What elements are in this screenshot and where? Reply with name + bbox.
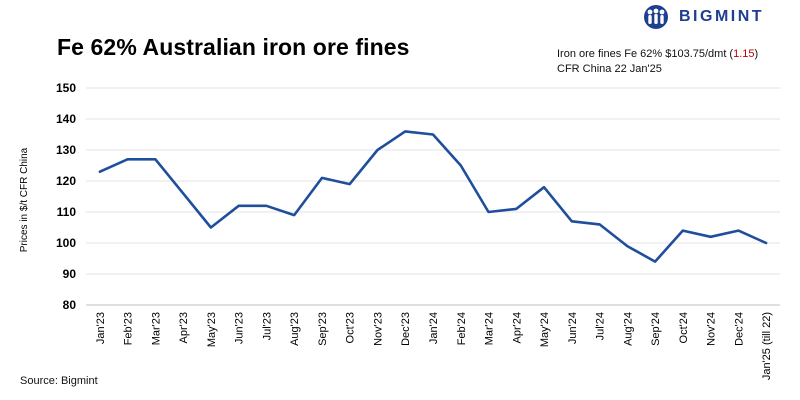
x-tick-label: Jul'23 (261, 312, 273, 340)
price-info-close: ) (754, 48, 759, 60)
x-tick-label: Sep'24 (650, 312, 662, 346)
x-tick-label: Jun'24 (567, 312, 579, 344)
x-tick-label: May'24 (539, 312, 551, 347)
x-tick-label: Apr'23 (178, 312, 190, 343)
y-tick-labels: 80 90 100 110 120 130 140 150 (56, 81, 76, 312)
series-line (98, 130, 768, 263)
x-tick-label: Nov'23 (372, 312, 384, 346)
y-tick-label: 80 (63, 298, 77, 312)
x-tick-label: Jul'24 (595, 312, 607, 340)
y-tick-label: 100 (56, 236, 76, 250)
price-change-value: 1.15 (733, 48, 755, 60)
y-axis-label: Prices in $/t CFR China (19, 147, 30, 252)
x-tick-label: Mar'23 (150, 312, 162, 345)
chart-title: Fe 62% Australian iron ore fines (57, 34, 410, 60)
source-note: Source: Bigmint (20, 375, 98, 387)
y-tick-label: 130 (56, 143, 76, 157)
x-tick-labels: Jan'23 Feb'23 Mar'23 Apr'23 May'23 Jun'23 Jul'… (95, 312, 773, 380)
x-tick-label: Oct'23 (345, 312, 357, 343)
x-tick-label: Feb'23 (123, 312, 135, 345)
brand-logo: BIGMINT (641, 4, 764, 30)
brand-name: BIGMINT (679, 8, 765, 25)
y-tick-label: 110 (57, 205, 77, 219)
x-tick-label: May'23 (206, 312, 218, 347)
x-tick-label: Jan'23 (95, 312, 107, 344)
price-info-text: Iron ore fines Fe 62% $103.75/dmt ( (557, 48, 734, 60)
price-info: Iron ore fines Fe 62% $103.75/dmt (1.15)… (557, 47, 758, 77)
x-tick-label: Apr'24 (511, 312, 523, 343)
x-tick-label: Oct'24 (678, 312, 690, 343)
x-tick-label: Nov'24 (706, 312, 718, 346)
price-info-line2: CFR China 22 Jan'25 (557, 63, 662, 75)
grid-lines (86, 87, 780, 306)
y-tick-label: 140 (56, 112, 76, 126)
y-tick-label: 150 (56, 81, 76, 95)
x-tick-label: Jun'23 (234, 312, 246, 344)
price-info-line1: Iron ore fines Fe 62% $103.75/dmt (1.15) (557, 47, 758, 62)
y-tick-label: 120 (56, 174, 76, 188)
bigmint-people-logo-icon (644, 5, 668, 29)
x-tick-label: Dec'23 (400, 312, 412, 346)
x-tick-label: Aug'24 (622, 312, 634, 346)
x-tick-label: Aug'23 (289, 312, 301, 346)
x-tick-label: Mar'24 (484, 312, 496, 345)
x-tick-label: Jan'24 (428, 312, 440, 344)
x-tick-label: Jan'25 (till 22) (761, 312, 773, 380)
x-tick-label: Sep'23 (317, 312, 329, 346)
x-tick-label: Dec'24 (733, 312, 745, 346)
x-tick-label: Feb'24 (456, 312, 468, 345)
y-tick-label: 90 (63, 267, 77, 281)
